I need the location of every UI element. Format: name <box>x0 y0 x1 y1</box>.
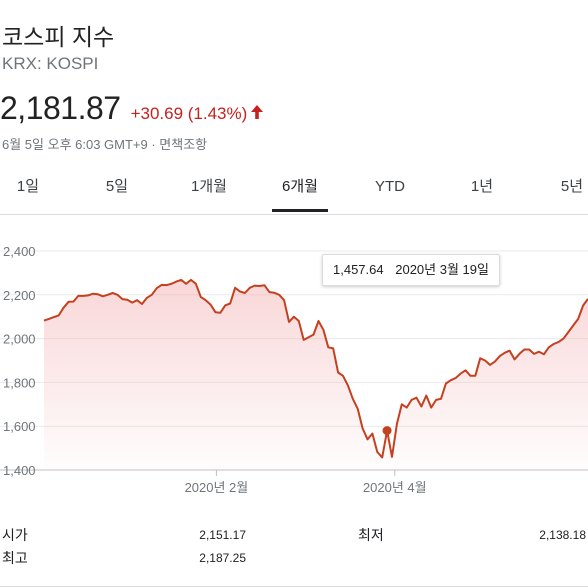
high-value: 2,187.25 <box>199 551 246 565</box>
x-tick-label: 2020년 4월 <box>363 480 427 495</box>
tab-5d[interactable]: 5일 <box>105 178 129 195</box>
period-tabs: 1일 5일 1개월 6개월 YTD 1년 5년 <box>0 166 588 214</box>
page-title: 코스피 지수 <box>2 24 115 50</box>
tab-ytd[interactable]: YTD <box>375 178 405 195</box>
tooltip-date: 2020년 3월 19일 <box>395 262 489 277</box>
y-tick-label: 2,400 <box>3 244 36 259</box>
price-line <box>43 278 588 459</box>
x-tick-label: 2020년 2월 <box>185 480 249 495</box>
y-tick-label: 1,400 <box>3 463 36 478</box>
tab-6m[interactable]: 6개월 <box>272 166 328 212</box>
highlight-point <box>382 426 392 436</box>
open-label: 시가 <box>2 527 28 543</box>
high-label: 최고 <box>2 550 28 566</box>
price-area <box>44 279 588 470</box>
tooltip-value: 1,457.64 <box>333 262 384 277</box>
tab-1m[interactable]: 1개월 <box>191 178 227 195</box>
price-chart[interactable]: 1,400 1,600 1,800 2,000 2,200 2,400 2020년 2월 2… <box>0 230 588 520</box>
chart-tooltip: 1,457.64 2020년 3월 19일 <box>322 254 500 286</box>
timestamp: 6월 5일 오후 6:03 GMT+9 · 면책조항 <box>2 137 208 152</box>
current-price: 2,181.87 <box>0 90 121 126</box>
y-tick-label: 1,600 <box>3 419 36 434</box>
y-tick-label: 1,800 <box>3 375 36 390</box>
low-value: 2,138.18 <box>539 528 586 542</box>
arrow-up-icon <box>251 104 264 124</box>
low-label: 최저 <box>358 527 384 543</box>
bottom-divider <box>0 586 588 587</box>
tab-1d[interactable]: 1일 <box>16 178 40 195</box>
price-row: 2,181.87 +30.69 (1.43%) <box>0 90 264 127</box>
tab-5y[interactable]: 5년 <box>560 178 584 195</box>
price-change: +30.69 (1.43%) <box>130 104 248 123</box>
tab-1y[interactable]: 1년 <box>470 178 494 195</box>
open-value: 2,151.17 <box>199 528 246 542</box>
ticker-symbol: KRX: KOSPI <box>2 54 99 73</box>
tabs-divider <box>0 214 588 215</box>
y-tick-label: 2,000 <box>3 332 36 347</box>
y-tick-label: 2,200 <box>3 288 36 303</box>
